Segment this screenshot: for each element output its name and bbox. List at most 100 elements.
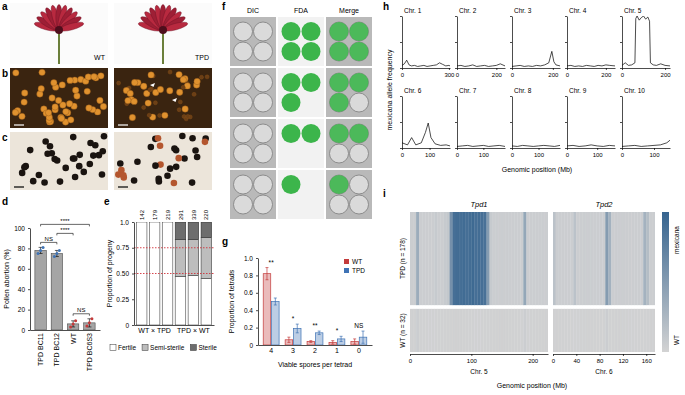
heatmap-cell bbox=[594, 309, 597, 352]
tick bbox=[400, 122, 402, 123]
tick bbox=[620, 96, 622, 97]
heatmap-cell bbox=[508, 309, 511, 352]
tick: 40 bbox=[573, 354, 580, 364]
photo bbox=[10, 3, 108, 64]
tick bbox=[400, 148, 402, 149]
bar-segment bbox=[175, 240, 186, 277]
tick: 0 bbox=[511, 68, 515, 78]
axis-title: mexicana allele frequency bbox=[386, 49, 394, 130]
heatmap-cell bbox=[474, 309, 477, 352]
heatmap-cell bbox=[465, 212, 468, 305]
heatmap-cell bbox=[570, 309, 573, 352]
panel-title: Chr. 8 bbox=[514, 87, 532, 94]
heatmap-cell bbox=[579, 212, 582, 305]
plot-marks bbox=[567, 145, 615, 147]
pollen-grain bbox=[55, 97, 61, 103]
significance-bracket bbox=[57, 233, 73, 235]
count-label: 291 bbox=[178, 209, 184, 220]
data-point bbox=[90, 317, 93, 320]
significance-label: NS bbox=[77, 307, 85, 313]
heatmap-cell bbox=[527, 212, 530, 305]
heatmap-cell bbox=[573, 212, 576, 305]
count-label: 219 bbox=[165, 209, 171, 220]
axis: 0200 bbox=[456, 68, 506, 78]
heatmap-cell bbox=[527, 309, 530, 352]
heatmap-cell bbox=[565, 309, 568, 352]
spore bbox=[330, 144, 349, 163]
tick: 100 bbox=[649, 148, 660, 158]
viable-spore bbox=[302, 124, 321, 143]
axis bbox=[620, 97, 623, 149]
heatmap-cell bbox=[632, 309, 635, 352]
axis: 020406080100 bbox=[14, 225, 30, 334]
panel-letter: a bbox=[2, 1, 8, 12]
axis: 0100 bbox=[511, 148, 561, 158]
axis: 0100200 bbox=[409, 354, 549, 364]
frequency-line bbox=[402, 60, 450, 66]
panel-title: Tpd2 bbox=[595, 200, 613, 209]
tick: TPD × WT bbox=[177, 327, 211, 334]
pollen-grain bbox=[134, 158, 141, 165]
panel-letter: g bbox=[222, 236, 228, 247]
viable-spore bbox=[282, 175, 301, 194]
frequency-line bbox=[567, 65, 615, 67]
heatmap-cell bbox=[493, 212, 496, 305]
pollen-grain bbox=[131, 98, 137, 104]
tick-label: 3 bbox=[291, 347, 295, 354]
axis: 0100 bbox=[566, 148, 616, 158]
heatmap-cell bbox=[608, 212, 611, 305]
data-point bbox=[55, 252, 58, 255]
count-label: 179 bbox=[152, 209, 158, 220]
tick bbox=[510, 16, 512, 17]
chromosome-panel: Chr. 30200 bbox=[510, 7, 561, 78]
pollen-grain bbox=[145, 100, 151, 106]
pollen-grain bbox=[131, 79, 137, 85]
pollen-grain bbox=[100, 103, 106, 109]
tick-label: 0 bbox=[621, 152, 625, 158]
heatmap-cell bbox=[499, 212, 502, 305]
plot-marks bbox=[457, 145, 505, 146]
axis-line bbox=[567, 97, 568, 149]
heatmap-cell bbox=[496, 309, 499, 352]
tick-label: 300 bbox=[444, 72, 455, 78]
axis-line bbox=[567, 17, 568, 69]
tick-mark bbox=[455, 96, 457, 97]
heatmap-cell bbox=[456, 309, 459, 352]
tick: 0 bbox=[357, 347, 361, 354]
heatmap-cell bbox=[568, 309, 571, 352]
heatmap-cell bbox=[450, 212, 453, 305]
pollen-grain bbox=[97, 97, 103, 103]
bar-segment bbox=[149, 222, 160, 223]
tick: TPD BC6S3 bbox=[86, 333, 93, 371]
viable-spore bbox=[350, 22, 369, 41]
chromosome-panel: Chr. 100100 bbox=[620, 87, 671, 158]
significance-label: ** bbox=[312, 322, 318, 329]
heatmap-cell bbox=[533, 212, 536, 305]
heatmap-cell bbox=[514, 212, 517, 305]
axis-line bbox=[513, 148, 561, 149]
heatmap-cell bbox=[638, 212, 641, 305]
pollen-grain bbox=[162, 112, 168, 118]
tick-label: WT bbox=[70, 332, 77, 344]
tick-mark bbox=[28, 310, 30, 311]
tick-label: 100 bbox=[425, 152, 436, 158]
tick-label: WT × TPD bbox=[138, 327, 171, 334]
pollen-grain bbox=[19, 113, 25, 119]
tick-mark bbox=[132, 274, 134, 275]
panel-letter: b bbox=[2, 68, 8, 79]
viable-spore bbox=[350, 73, 369, 92]
legend-swatch bbox=[190, 345, 196, 351]
frequency-line bbox=[512, 145, 560, 146]
legend-swatch bbox=[344, 259, 349, 264]
frequency-line bbox=[567, 145, 615, 147]
scale-bar bbox=[14, 124, 24, 125]
axis-line bbox=[513, 68, 561, 69]
axis bbox=[400, 17, 403, 69]
tick bbox=[565, 68, 567, 69]
data-point bbox=[37, 252, 40, 255]
tick-label: 0.4 bbox=[244, 307, 253, 314]
photo bbox=[326, 170, 372, 219]
heatmap-cell bbox=[456, 212, 459, 305]
tick-label: TPD BC12 bbox=[53, 333, 60, 367]
pollen-grain bbox=[70, 134, 77, 141]
